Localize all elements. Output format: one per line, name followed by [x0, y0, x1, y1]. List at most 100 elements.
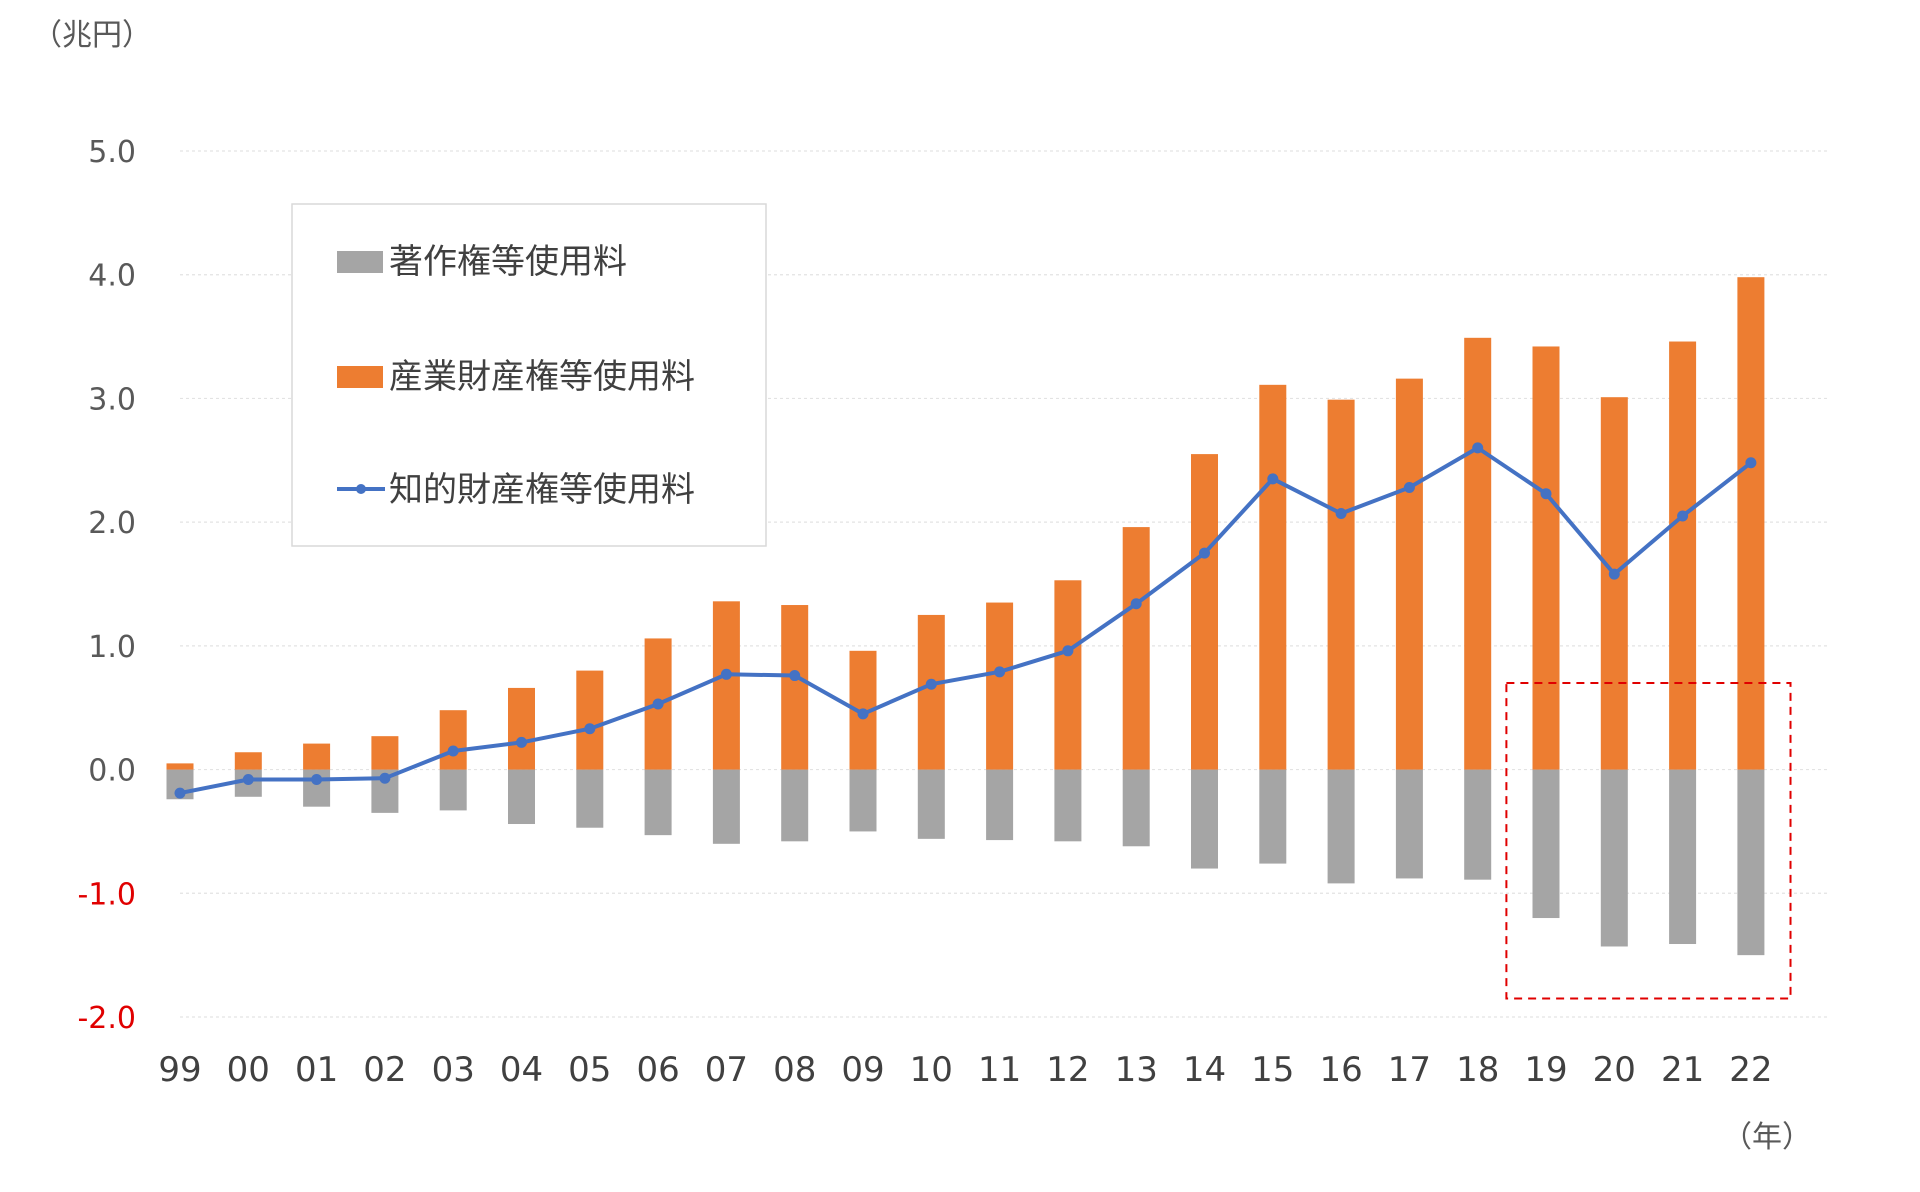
point-ip-total-13 [1130, 598, 1142, 610]
point-ip-total-09 [857, 708, 869, 720]
y-unit-label: （兆円） [32, 18, 152, 53]
bar-industrial-property-01 [303, 743, 331, 770]
industrial-property-bars [166, 277, 1765, 770]
bar-copyright-19 [1532, 769, 1560, 919]
bar-industrial-property-02 [371, 736, 399, 770]
x-tick-label: 05 [568, 1050, 611, 1090]
bar-copyright-22 [1737, 769, 1765, 956]
bar-copyright-11 [986, 769, 1014, 841]
bar-copyright-14 [1191, 769, 1218, 869]
bar-industrial-property-03 [439, 710, 467, 770]
y-tick-label: 4.0 [88, 259, 136, 294]
bar-industrial-property-16 [1327, 399, 1355, 770]
bar-industrial-property-18 [1464, 337, 1492, 770]
bar-industrial-property-05 [576, 670, 604, 770]
bar-industrial-property-14 [1191, 454, 1218, 770]
point-ip-total-05 [584, 723, 596, 735]
bar-industrial-property-08 [781, 605, 809, 770]
x-axis-ticks: 99 00 01 02 03 04 05 06 07 08 09 10 11 12 13 14 15 16 17 18… [158, 1050, 1772, 1090]
legend-label-industrial-property: 産業財産権等使用料 [389, 357, 695, 397]
bar-industrial-property-00 [234, 752, 262, 770]
y-tick-label: 3.0 [88, 382, 136, 417]
bar-copyright-05 [576, 769, 604, 828]
legend-label-copyright: 著作権等使用料 [389, 242, 627, 282]
bar-copyright-09 [849, 769, 877, 832]
x-tick-label: 09 [841, 1050, 884, 1090]
legend-label-ip-total: 知的財産権等使用料 [389, 470, 695, 510]
bar-industrial-property-07 [712, 601, 740, 770]
x-tick-label: 99 [158, 1050, 201, 1090]
point-ip-total-18 [1472, 442, 1484, 454]
x-tick-label: 06 [636, 1050, 679, 1090]
bar-copyright-03 [439, 769, 467, 811]
bar-industrial-property-99 [166, 763, 194, 770]
bar-industrial-property-17 [1395, 378, 1423, 770]
bar-industrial-property-11 [986, 602, 1014, 770]
bar-copyright-20 [1600, 769, 1628, 947]
point-ip-total-22 [1745, 457, 1757, 469]
bar-industrial-property-12 [1054, 580, 1082, 770]
point-ip-total-19 [1540, 488, 1552, 500]
y-tick-label: 0.0 [88, 754, 136, 789]
x-tick-label: 01 [295, 1050, 338, 1090]
bar-copyright-16 [1327, 769, 1355, 884]
x-tick-label: 20 [1593, 1050, 1636, 1090]
point-ip-total-12 [1062, 645, 1074, 657]
highlight-box [1505, 681, 1792, 1000]
bar-industrial-property-21 [1669, 341, 1697, 770]
point-ip-total-14 [1199, 547, 1210, 559]
point-ip-total-21 [1677, 510, 1689, 522]
ip-total-line [174, 442, 1757, 799]
y-tick-label: 2.0 [88, 506, 136, 541]
bar-copyright-12 [1054, 769, 1082, 842]
x-tick-label: 04 [500, 1050, 543, 1090]
point-ip-total-03 [447, 745, 459, 757]
x-tick-label: 19 [1524, 1050, 1567, 1090]
x-unit-label: （年） [1722, 1120, 1812, 1155]
point-ip-total-20 [1608, 568, 1620, 580]
bar-industrial-property-04 [508, 687, 535, 770]
bar-copyright-18 [1464, 769, 1492, 880]
y-tick-label: -2.0 [77, 1001, 136, 1036]
x-tick-label: 16 [1319, 1050, 1362, 1090]
x-tick-label: 18 [1456, 1050, 1499, 1090]
bar-copyright-15 [1259, 769, 1287, 864]
x-tick-label: 21 [1661, 1050, 1704, 1090]
point-ip-total-99 [174, 787, 186, 799]
legend-swatch-copyright [337, 251, 383, 273]
x-tick-label: 10 [910, 1050, 953, 1090]
point-ip-total-11 [994, 666, 1006, 678]
bar-copyright-04 [508, 769, 535, 825]
y-tick-label: 1.0 [88, 630, 136, 665]
x-tick-label: 12 [1046, 1050, 1089, 1090]
bar-copyright-08 [781, 769, 809, 842]
x-tick-label: 17 [1388, 1050, 1431, 1090]
bar-industrial-property-22 [1737, 277, 1765, 770]
legend-swatch-ip-total-marker [356, 484, 366, 494]
y-tick-label: -1.0 [77, 877, 136, 912]
x-tick-label: 13 [1115, 1050, 1158, 1090]
bar-industrial-property-13 [1122, 527, 1150, 770]
bar-copyright-21 [1669, 769, 1697, 945]
bar-industrial-property-10 [917, 614, 945, 770]
x-tick-label: 15 [1251, 1050, 1294, 1090]
point-ip-total-15 [1267, 473, 1279, 485]
point-ip-total-10 [925, 678, 937, 690]
point-ip-total-01 [311, 773, 323, 785]
x-tick-label: 11 [978, 1050, 1021, 1090]
point-ip-total-17 [1403, 482, 1415, 494]
x-tick-label: 07 [705, 1050, 748, 1090]
x-tick-label: 03 [432, 1050, 475, 1090]
legend-swatch-industrial-property [337, 366, 383, 388]
y-tick-label: 5.0 [88, 135, 136, 170]
point-ip-total-06 [652, 698, 664, 710]
copyright-bars [166, 769, 1765, 956]
point-ip-total-02 [379, 772, 391, 784]
bar-copyright-07 [712, 769, 740, 844]
bar-copyright-10 [917, 769, 945, 839]
point-ip-total-16 [1335, 507, 1347, 519]
point-ip-total-07 [720, 668, 732, 680]
x-tick-label: 02 [363, 1050, 406, 1090]
x-tick-label: 22 [1729, 1050, 1772, 1090]
